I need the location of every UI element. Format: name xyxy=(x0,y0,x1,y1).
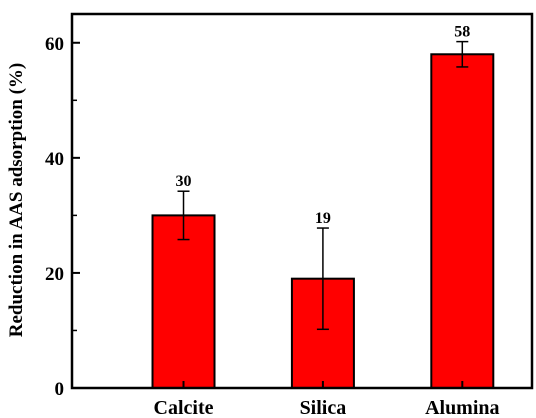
plot-frame xyxy=(70,12,534,390)
data-label: 58 xyxy=(454,24,470,41)
x-tick-label: Silica xyxy=(300,397,347,418)
bar-calcite xyxy=(151,214,216,389)
y-tick-label: 20 xyxy=(45,264,64,285)
data-label: 30 xyxy=(176,173,192,190)
y-tick-label: 40 xyxy=(45,149,64,170)
data-label: 19 xyxy=(315,210,331,227)
x-tick-label: Alumina xyxy=(425,397,499,418)
y-axis-title: Reduction in AAS adsorption (%) xyxy=(6,63,27,338)
y-tick-label: 0 xyxy=(55,379,65,400)
x-tick-label: Calcite xyxy=(154,397,214,418)
y-tick-label: 60 xyxy=(45,34,64,55)
bar-alumina xyxy=(430,53,495,390)
plot-area: 0 20 40 60 30 Calcite 19 Silica 58 Alumina xyxy=(45,24,500,418)
